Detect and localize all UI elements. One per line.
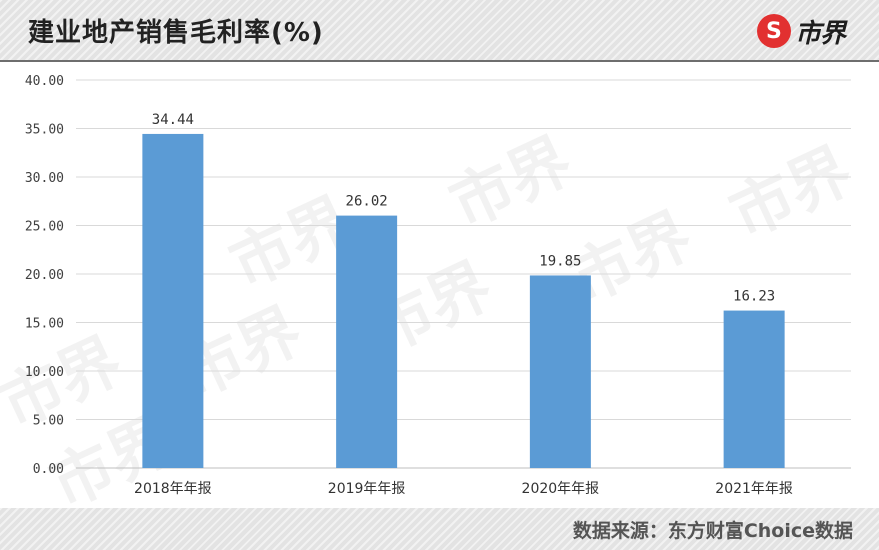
data-label: 34.44 [152, 112, 194, 128]
y-tick-label: 40.00 [25, 74, 64, 89]
x-tick-label: 2018年年报 [134, 481, 212, 497]
data-source: 数据来源：东方财富Choice数据 [572, 520, 853, 542]
y-tick-label: 5.00 [33, 414, 64, 429]
y-tick-label: 35.00 [25, 123, 64, 138]
x-tick-label: 2020年年报 [522, 481, 600, 497]
bar [529, 275, 591, 468]
bar [723, 310, 785, 468]
logo-dollar-icon: S [756, 14, 791, 48]
footer-banner: 数据来源：东方财富Choice数据 [0, 508, 879, 550]
logo-text: 市界 [794, 18, 846, 49]
header-banner: 建业地产销售毛利率(%) S 市界 [0, 0, 879, 62]
bar [336, 215, 398, 468]
brand-logo: S 市界 [756, 14, 846, 49]
bar-chart-svg: 市界 市界 市界 市界市界市界市界市界0.005.0010.0015.0020.002… [0, 74, 863, 508]
y-tick-label: 30.00 [25, 171, 64, 186]
data-label: 16.23 [733, 289, 775, 305]
y-tick-label: 25.00 [25, 220, 64, 235]
y-tick-label: 10.00 [25, 365, 64, 380]
y-tick-label: 20.00 [25, 268, 64, 283]
y-tick-label: 15.00 [25, 317, 64, 332]
data-label: 26.02 [346, 194, 388, 210]
watermark-text: 市界 [719, 133, 862, 252]
bar-chart: 市界 市界 市界 市界 市界 市界 市界 市界 0.00 5.00 10.00 15.00 20.00 2… [0, 62, 879, 508]
chart-title: 建业地产销售毛利率(%) [28, 18, 324, 48]
data-label: 19.85 [539, 253, 581, 269]
watermark-text: 市界 [439, 123, 582, 242]
bar [142, 133, 204, 468]
x-tick-label: 2019年年报 [328, 481, 406, 497]
y-tick-label: 0.00 [33, 462, 64, 477]
x-tick-label: 2021年年报 [715, 481, 793, 497]
